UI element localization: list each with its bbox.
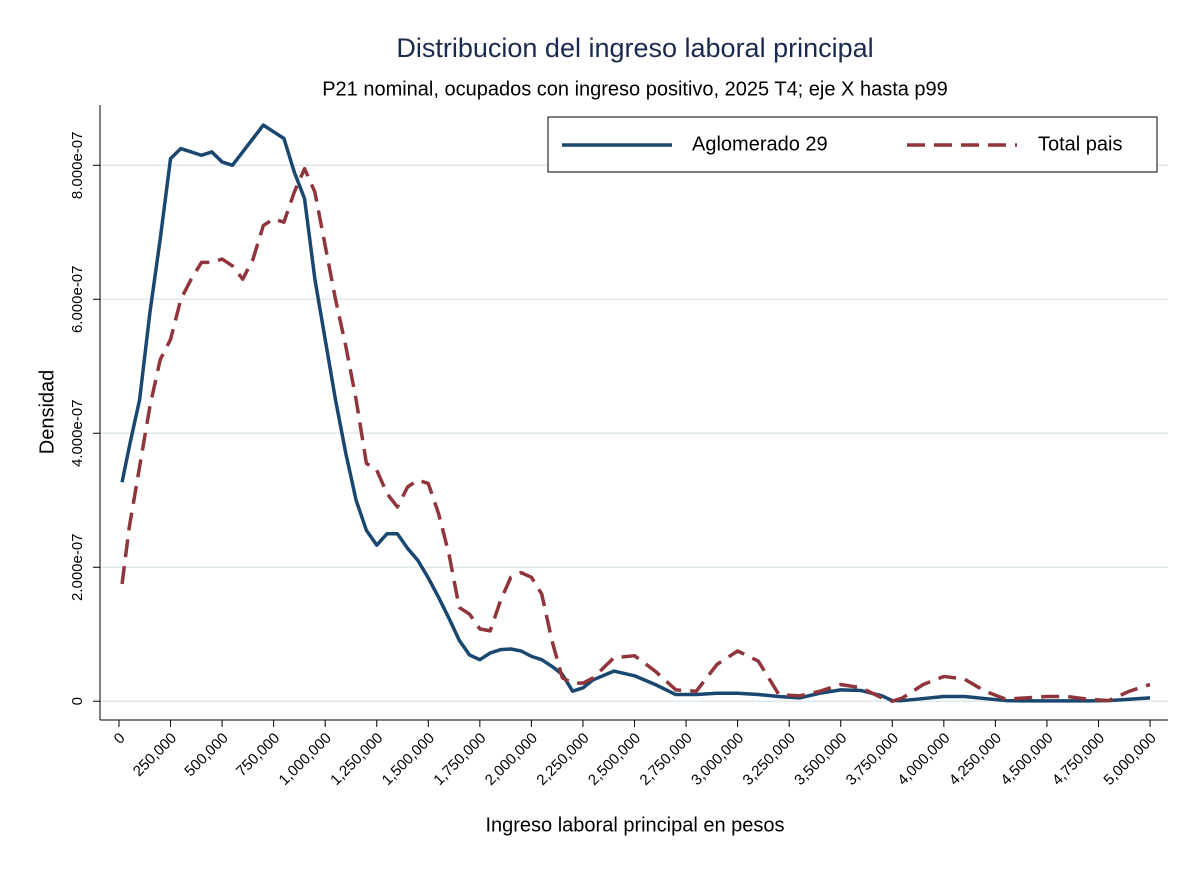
grid: [100, 164, 1168, 702]
plot-area: [120, 123, 1151, 703]
y-tick-label: 2.000e-07: [69, 533, 86, 601]
chart-subtitle: P21 nominal, ocupados con ingreso positi…: [322, 78, 948, 100]
y-tick-label: 6.000e-07: [69, 265, 86, 333]
x-axis-title: Ingreso laboral principal en pesos: [485, 814, 784, 836]
series-line: [120, 166, 1151, 703]
legend-label: Aglomerado 29: [692, 133, 828, 155]
legend-label: Total pais: [1038, 133, 1123, 155]
y-tick-label: 8.000e-07: [69, 132, 86, 200]
y-tick-label: 0: [69, 697, 86, 705]
legend: Aglomerado 29 Total pais: [547, 116, 1158, 173]
y-axis-title: Densidad: [36, 370, 58, 455]
chart-title: Distribucion del ingreso laboral princip…: [396, 33, 873, 63]
y-tick-label: 4.000e-07: [69, 399, 86, 467]
